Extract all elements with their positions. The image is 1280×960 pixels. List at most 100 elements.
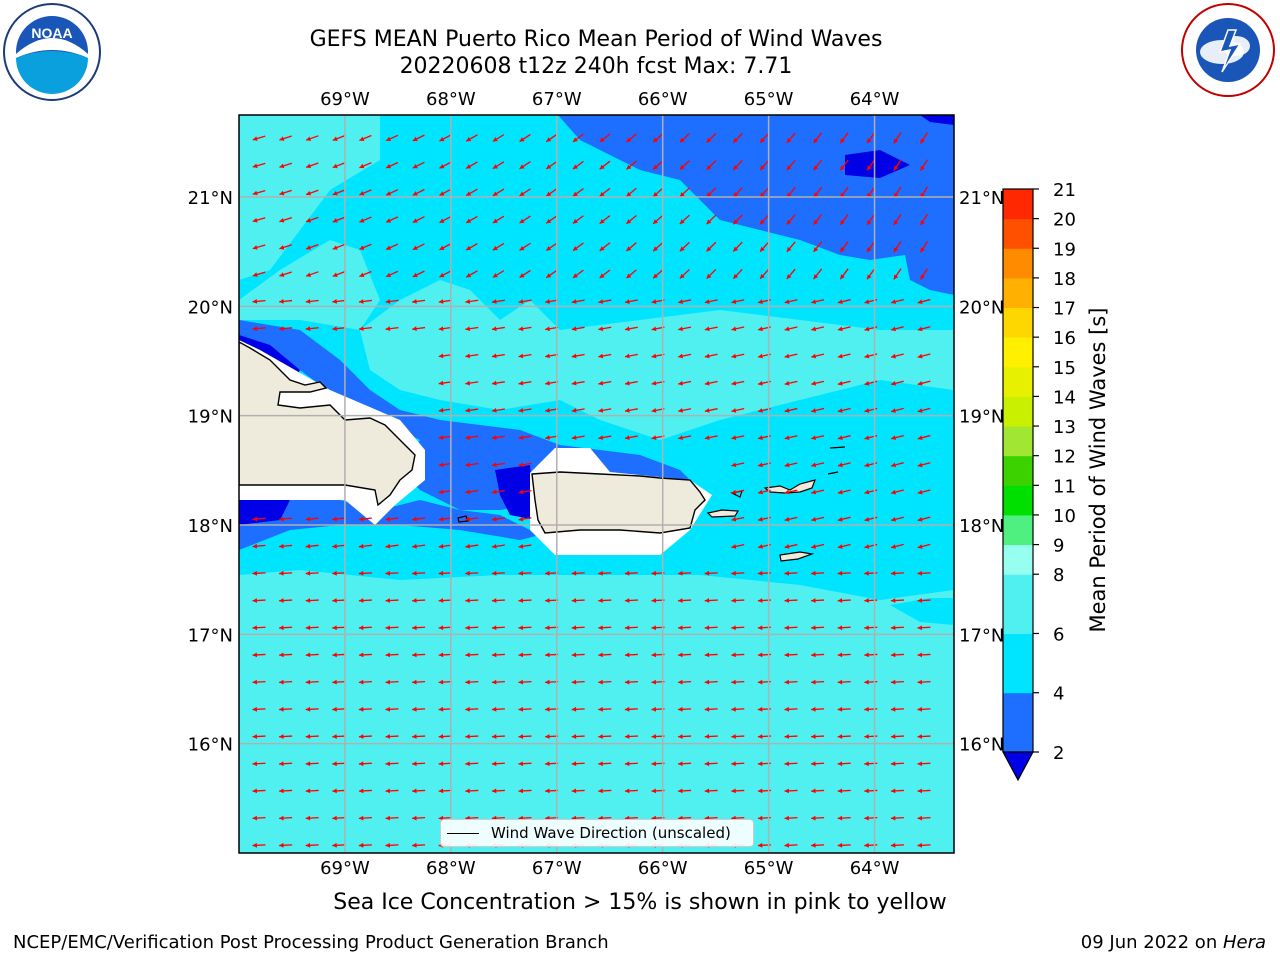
wave-direction-arrowhead [678, 761, 683, 767]
wave-direction-arrowhead [252, 679, 258, 685]
wave-direction-arrowhead [811, 489, 817, 495]
wave-direction-arrowhead [864, 544, 870, 549]
wave-direction-arrowhead [545, 734, 550, 739]
wave-direction-arrowhead [653, 137, 658, 143]
wave-direction-arrowhead [837, 761, 843, 767]
wave-direction-arrowhead [864, 788, 869, 794]
wave-direction-arrowhead [358, 570, 364, 576]
wave-direction-arrowhead [704, 353, 710, 359]
wave-direction-arrowhead [598, 598, 603, 603]
lat-tick-label: 20°N [959, 297, 1004, 318]
wave-direction-arrowhead [545, 570, 550, 576]
wave-period-field-below-2-corner [920, 115, 954, 125]
footer-date: 09 Jun 2022 on Hera [1081, 932, 1266, 953]
wave-direction-arrowhead [279, 734, 284, 739]
wave-direction-arrowhead [252, 217, 258, 223]
wave-direction-arrowhead [412, 598, 417, 603]
wave-direction-arrowhead [305, 706, 311, 712]
wave-direction-arrowhead [491, 734, 497, 739]
wave-direction-arrowhead [332, 245, 338, 250]
wave-direction-arrowhead [412, 706, 417, 712]
wave-direction-arrowhead [599, 219, 605, 224]
noaa-logo-text: NOAA [31, 25, 72, 41]
wave-direction-arrowhead [758, 462, 763, 468]
colorbar-segment [1003, 514, 1033, 546]
wave-direction-arrowhead [813, 246, 819, 252]
nws-logo-icon [1181, 3, 1275, 97]
wave-direction-arrowhead [412, 191, 418, 196]
wave-direction-arrowhead [252, 815, 258, 821]
colorbar-tick-label: 2 [1053, 743, 1064, 764]
wave-direction-arrowhead [252, 326, 258, 331]
wave-direction-arrowhead [653, 191, 658, 197]
wave-direction-arrowhead [651, 788, 657, 794]
wave-direction-arrowhead [864, 408, 870, 413]
wave-direction-arrowhead [624, 679, 630, 685]
wave-direction-arrowhead [893, 138, 899, 144]
wave-direction-arrowhead [813, 192, 819, 198]
lon-tick-label: 67°W [532, 89, 582, 110]
lat-tick-label: 21°N [188, 188, 233, 209]
wave-direction-arrowhead [651, 353, 657, 359]
wave-direction-arrowhead [733, 219, 739, 225]
wave-direction-arrowhead [252, 706, 258, 712]
colorbar-segment [1003, 633, 1033, 664]
wave-direction-arrowhead [917, 517, 923, 522]
wave-direction-arrowhead [545, 652, 550, 658]
wave-direction-arrowhead [412, 299, 417, 304]
wave-direction-arrowhead [279, 136, 285, 141]
wave-direction-arrowhead [412, 734, 417, 739]
wave-direction-arrowhead [784, 570, 790, 576]
wave-direction-arrowhead [811, 353, 817, 359]
wave-direction-arrowhead [386, 136, 392, 142]
wave-direction-arrowhead [491, 761, 497, 767]
wave-direction-arrowhead [518, 598, 524, 603]
wave-direction-arrowhead [518, 326, 524, 332]
wave-direction-arrowhead [332, 190, 338, 196]
wave-direction-arrowhead [545, 380, 550, 386]
wave-direction-arrowhead [358, 625, 364, 631]
wave-direction-arrowhead [704, 679, 710, 685]
wave-direction-arrowhead [625, 353, 630, 359]
wave-direction-arrowhead [811, 408, 817, 413]
wave-direction-arrowhead [438, 516, 444, 522]
wave-direction-arrowhead [651, 598, 657, 603]
wave-direction-arrowhead [545, 788, 550, 794]
wave-direction-arrowhead [624, 761, 630, 767]
wave-direction-arrowhead [891, 462, 896, 468]
wave-direction-arrowhead [917, 734, 923, 739]
wave-direction-arrowhead [678, 326, 683, 332]
wave-direction-arrowhead [491, 353, 497, 359]
wave-direction-arrowhead [624, 652, 630, 658]
wave-direction-arrowhead [811, 299, 817, 305]
wave-direction-arrowhead [305, 516, 311, 522]
wave-direction-arrowhead [704, 326, 710, 332]
wave-direction-arrowhead [864, 815, 869, 821]
wave-direction-arrowhead [704, 570, 710, 576]
wave-direction-arrowhead [358, 598, 364, 603]
wave-direction-arrowhead [867, 138, 872, 144]
wave-direction-arrowhead [811, 435, 817, 441]
wave-direction-arrowhead [279, 706, 284, 712]
wave-direction-arrowhead [519, 245, 525, 251]
footer-host: Hera [1222, 932, 1266, 953]
wave-direction-arrowhead [837, 380, 843, 386]
wave-direction-arrowhead [837, 706, 843, 712]
wave-direction-arrowhead [571, 598, 577, 603]
wave-direction-arrowhead [840, 274, 845, 280]
wave-direction-arrowhead [678, 435, 683, 440]
wave-direction-arrowhead [518, 489, 524, 495]
wave-direction-arrowhead [305, 598, 311, 603]
wave-direction-arrowhead [438, 652, 444, 658]
wave-direction-arrowhead [784, 326, 790, 332]
wave-direction-arrowhead [466, 218, 472, 223]
wave-direction-arrowhead [518, 462, 524, 468]
wave-direction-arrowhead [626, 164, 632, 170]
wave-direction-arrowhead [811, 706, 816, 712]
wave-direction-arrowhead [279, 190, 285, 196]
wave-direction-arrowhead [867, 247, 872, 253]
wave-direction-arrowhead [359, 245, 365, 250]
wave-direction-arrowhead [811, 326, 817, 332]
wave-direction-arrowhead [784, 842, 790, 848]
wave-direction-arrowhead [624, 598, 630, 603]
